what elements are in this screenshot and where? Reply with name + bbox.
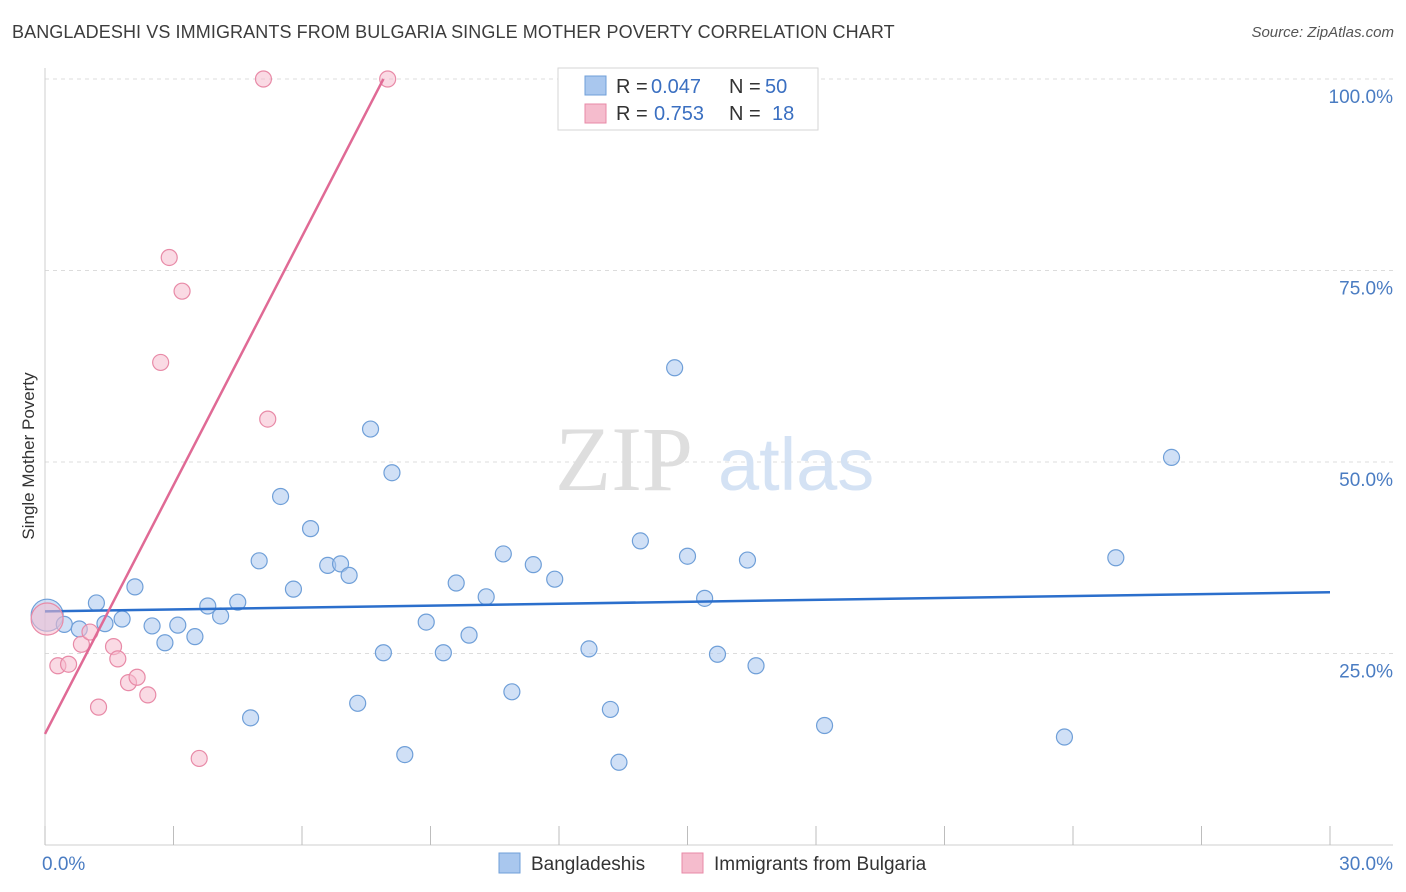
point-0-29	[447, 574, 465, 592]
point-0-28	[434, 644, 452, 662]
trend-line-1	[43, 78, 385, 735]
point-0-18	[301, 520, 320, 538]
y-tick-label-2: 75.0%	[1339, 279, 1393, 300]
point-0-15	[250, 552, 268, 570]
legend-swatch-bangladeshis	[584, 75, 607, 96]
legend-n-value-1: 18	[772, 103, 794, 125]
point-1-3	[72, 635, 91, 653]
legend-r-value-0: 0.047	[651, 76, 701, 98]
point-0-24	[374, 644, 392, 662]
point-0-46	[815, 716, 834, 735]
point-0-33	[503, 683, 521, 701]
y-axis-label: Single Mother Poverty	[19, 372, 38, 540]
point-0-47	[1055, 728, 1074, 746]
y-tick-labels: 25.0% 50.0% 75.0% 100.0%	[1329, 87, 1394, 683]
y-tick-label-1: 50.0%	[1339, 470, 1393, 491]
point-0-16	[271, 487, 290, 506]
point-0-26	[396, 746, 414, 764]
x-tick-label-min: 0.0%	[42, 854, 85, 875]
point-1-15	[259, 410, 277, 428]
x-tick-label-max: 30.0%	[1339, 854, 1393, 875]
point-0-10	[186, 628, 204, 646]
series-legend: Bangladeshis Immigrants from Bulgaria	[498, 852, 927, 875]
point-0-37	[601, 700, 620, 719]
legend-swatch-bulgaria	[584, 103, 607, 124]
bottom-legend-swatch-bulgaria	[681, 852, 704, 874]
point-1-0	[30, 602, 64, 636]
point-1-2	[59, 655, 78, 673]
y-tick-label-0: 25.0%	[1339, 662, 1393, 683]
point-0-49	[1162, 448, 1181, 467]
point-1-17	[379, 70, 397, 88]
chart-title: BANGLADESHI VS IMMIGRANTS FROM BULGARIA …	[12, 22, 895, 42]
point-1-11	[152, 353, 170, 372]
chart-source: Source: ZipAtlas.com	[1251, 24, 1394, 41]
bottom-legend-swatch-bangladeshis	[498, 852, 521, 874]
point-0-27	[417, 613, 435, 631]
point-0-14	[242, 709, 260, 727]
point-0-25	[383, 464, 401, 482]
trend-line-0	[44, 590, 1331, 613]
watermark: ZIP atlas	[555, 408, 874, 510]
point-0-45	[747, 657, 765, 675]
legend-n-value-0: 50	[765, 76, 787, 98]
point-0-13	[229, 593, 247, 611]
point-0-30	[460, 626, 478, 644]
point-0-5	[113, 610, 131, 628]
series-bangladeshis	[30, 359, 1331, 771]
point-1-10	[139, 686, 157, 704]
series-immigrants-from-bulgaria	[30, 70, 397, 768]
point-0-39	[631, 532, 649, 550]
legend-n-label-1: N =	[729, 103, 761, 125]
point-0-20	[331, 555, 350, 573]
point-0-35	[546, 570, 564, 588]
point-0-34	[524, 556, 542, 574]
bottom-legend-label-bangladeshis: Bangladeshis	[531, 854, 645, 875]
point-0-44	[738, 551, 757, 569]
point-0-8	[156, 634, 174, 652]
legend-r-label-1: R =	[616, 103, 648, 125]
point-0-3	[87, 594, 106, 612]
point-1-13	[173, 282, 191, 300]
point-0-12	[212, 607, 230, 625]
bottom-legend-label-bulgaria: Immigrants from Bulgaria	[714, 854, 927, 875]
watermark-atlas: atlas	[718, 423, 874, 506]
point-0-38	[610, 753, 628, 771]
point-0-31	[477, 588, 495, 606]
axes	[44, 68, 1393, 846]
point-0-22	[349, 694, 367, 712]
point-0-43	[708, 645, 727, 663]
point-1-9	[128, 668, 146, 686]
point-0-36	[580, 640, 598, 658]
point-0-6	[126, 578, 144, 596]
point-1-5	[89, 698, 108, 716]
point-0-21	[340, 566, 358, 584]
legend-r-label-0: R =	[616, 76, 648, 98]
point-0-48	[1107, 549, 1125, 567]
point-0-40	[666, 359, 684, 377]
point-1-7	[109, 650, 127, 668]
y-tick-label-3: 100.0%	[1329, 87, 1394, 108]
point-0-7	[143, 617, 161, 635]
point-0-23	[361, 420, 380, 438]
point-1-14	[190, 749, 208, 768]
legend-r-value-1: 0.753	[654, 103, 704, 125]
stats-legend: R = 0.047 N = 50 R = 0.753 N = 18	[557, 67, 819, 131]
gridlines	[45, 78, 1393, 654]
point-0-41	[678, 547, 697, 565]
point-0-42	[696, 589, 714, 607]
point-1-12	[160, 248, 178, 267]
watermark-zip: ZIP	[555, 408, 693, 510]
point-0-17	[284, 580, 303, 598]
point-1-16	[254, 70, 273, 88]
point-0-32	[494, 545, 512, 563]
point-0-9	[169, 616, 187, 634]
legend-n-label-0: N =	[729, 76, 761, 98]
